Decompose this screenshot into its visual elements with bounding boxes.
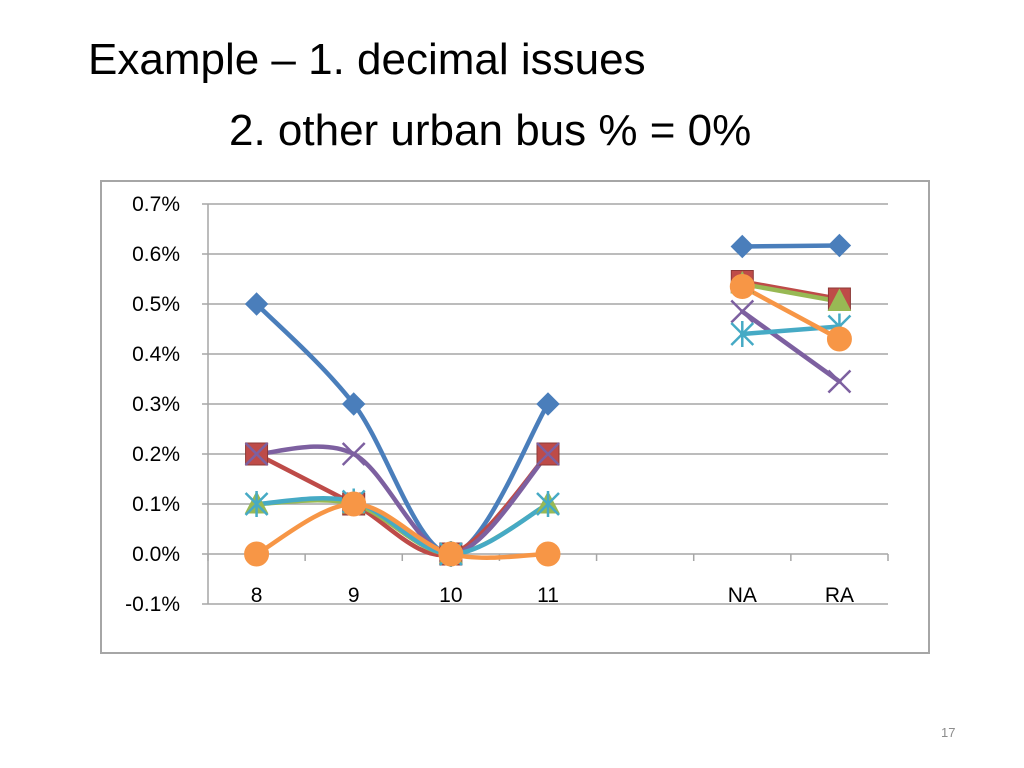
data-point-diamond: [730, 234, 754, 259]
data-point-diamond: [342, 392, 366, 416]
series-line-blue: [740, 243, 842, 249]
y-tick-label: 0.0%: [132, 543, 180, 566]
x-tick-label: 8: [251, 584, 263, 607]
x-tick-label: 11: [537, 584, 559, 607]
data-point-x: [827, 369, 852, 394]
data-point-diamond: [244, 292, 269, 316]
data-point-circle: [826, 326, 852, 352]
data-point-circle: [535, 541, 561, 567]
series-line-teal: [740, 324, 842, 337]
y-tick-label: 0.6%: [132, 243, 180, 266]
y-tick-label: 0.4%: [132, 343, 180, 366]
slide-title-line-2: 2. other urban bus % = 0%: [229, 106, 752, 155]
slide-number: 17: [941, 725, 956, 740]
chart-container: 0.7% 0.6% 0.5% 0.4% 0.3% 0.2% 0.1% 0.0% -0.1% 8 9 1…: [100, 180, 930, 654]
x-tick-label: 9: [348, 584, 360, 607]
series-line-teal: [254, 496, 551, 557]
tick-labels: 0.7% 0.6% 0.5% 0.4% 0.3% 0.2% 0.1% 0.0% -0.1% 8 9 1…: [125, 193, 854, 616]
data-point-x: [536, 442, 560, 466]
y-tick-label: 0.3%: [132, 393, 180, 416]
series-markers: [244, 233, 852, 567]
slide-title-line-1: Example – 1. decimal issues: [88, 35, 646, 84]
series-line-purple: [740, 309, 842, 384]
series-line-purple: [254, 444, 551, 557]
data-point-x: [244, 442, 269, 466]
y-tick-label: 0.5%: [132, 293, 180, 316]
x-tick-label: RA: [825, 584, 854, 607]
axes: [202, 203, 889, 605]
data-point-diamond: [827, 233, 852, 258]
x-tick-label: 10: [439, 584, 462, 607]
y-tick-label: 0.1%: [132, 493, 180, 516]
data-point-star: [536, 491, 560, 517]
data-point-circle: [438, 541, 464, 567]
line-chart: 0.7% 0.6% 0.5% 0.4% 0.3% 0.2% 0.1% 0.0% -0.1% 8 9 1…: [125, 193, 889, 616]
series-line-blue: [254, 301, 551, 557]
y-tick-label: -0.1%: [125, 593, 180, 616]
data-point-diamond: [536, 392, 560, 416]
data-point-star: [730, 321, 755, 347]
data-point-x: [730, 299, 755, 324]
series-line-orange: [254, 501, 551, 560]
data-point-star: [244, 491, 269, 517]
data-point-triangle: [827, 288, 852, 311]
y-tick-label: 0.7%: [132, 193, 180, 216]
data-point-circle: [729, 274, 755, 299]
x-tick-label: NA: [728, 584, 757, 607]
y-tick-label: 0.2%: [132, 443, 180, 466]
data-point-circle: [244, 541, 270, 567]
data-point-circle: [341, 491, 367, 517]
data-point-x: [341, 442, 366, 466]
